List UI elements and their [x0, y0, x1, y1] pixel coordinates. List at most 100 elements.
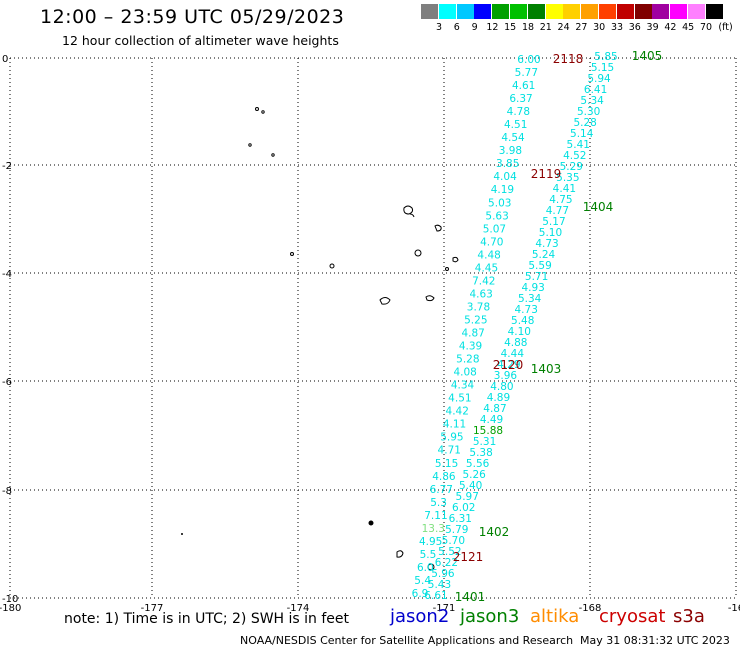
scale-swatch	[634, 4, 652, 19]
island	[329, 263, 335, 269]
units-note: note: 1) Time is in UTC; 2) SWH is in fe…	[64, 611, 350, 627]
mission-label-jason2: jason2	[390, 606, 450, 627]
swh-observation: 5.14	[570, 128, 594, 140]
lon-tick-label: -174	[287, 603, 310, 614]
island	[445, 267, 449, 271]
swh-observation: 5.29	[560, 161, 583, 173]
scale-label: 39	[646, 22, 659, 33]
swh-observation: 4.95	[419, 536, 442, 548]
mission-label-altika: altika	[530, 606, 580, 627]
swh-observation: 5.38	[469, 447, 492, 459]
swh-observation: 5.43	[428, 579, 451, 591]
swh-observation: 4.51	[504, 119, 527, 131]
scale-label: 6	[453, 22, 460, 33]
swh-observation: 4.52	[563, 150, 586, 162]
swh-observation: 5.15	[435, 458, 458, 470]
scale-swatch	[652, 4, 670, 19]
swh-observation: 4.93	[521, 282, 544, 294]
swh-observation: 5.17	[542, 216, 565, 228]
swh-observation: 5.56	[466, 458, 490, 470]
swh-observation: 4.77	[546, 205, 569, 217]
swh-observation: 5.85	[594, 51, 617, 63]
observations-track-b: 5.855.155.946.415.345.305.285.145.414.52…	[424, 51, 617, 602]
lon-tick-label: -16	[728, 603, 740, 614]
swh-observation: 4.73	[515, 304, 538, 316]
swh-observation: 5.94	[587, 73, 611, 85]
swh-observation: 4.71	[438, 445, 461, 457]
swh-observation: 6.37	[509, 93, 532, 105]
swh-observation: 3.78	[467, 301, 490, 313]
swh-observation: 5.07	[483, 223, 506, 235]
lat-tick-label: 0	[2, 54, 8, 65]
swh-observation: 5.4	[414, 575, 431, 587]
swh-observation: 4.70	[480, 236, 503, 248]
scale-swatch	[616, 4, 634, 19]
swh-observation: 5.03	[488, 197, 511, 209]
island	[379, 297, 391, 305]
swh-observation: 4.89	[487, 392, 510, 404]
lon-tick-label: -177	[141, 603, 164, 614]
lat-tick-label: -4	[2, 269, 12, 280]
scale-swatch	[670, 4, 688, 19]
swh-observation: 4.78	[507, 106, 530, 118]
swh-observation: 6.22	[435, 557, 458, 569]
scale-label: 30	[593, 22, 606, 33]
scale-swatch	[581, 4, 599, 19]
island	[255, 107, 259, 111]
swh-observation: 13.3	[422, 523, 445, 535]
scale-label: 18	[521, 22, 535, 33]
scale-label: 42	[664, 22, 677, 33]
map-grid	[9, 57, 737, 599]
scale-label: 3	[435, 22, 443, 33]
mission-label-jason3: jason3	[460, 606, 520, 627]
swh-observation: 5.28	[573, 117, 596, 129]
swh-observation: 5.10	[539, 227, 562, 239]
swh-observation: 6.77	[430, 484, 453, 496]
swh-observation: 4.44	[501, 348, 525, 360]
swh-observation: 6.9	[412, 588, 429, 600]
swh-observation: 5.5	[420, 549, 437, 561]
pass-time-label: 2120	[493, 358, 524, 372]
mission-label-cryosat: cryosat	[599, 606, 666, 627]
scale-swatch	[510, 4, 527, 19]
scale-label: 27	[575, 22, 588, 33]
swh-observation: 4.61	[512, 80, 535, 92]
generated-timestamp: May 31 08:31:32 UTC 2023	[580, 634, 730, 647]
scale-swatch	[688, 4, 705, 19]
swh-observation: 4.11	[443, 419, 466, 431]
scale-label: 33	[610, 22, 624, 33]
island	[368, 520, 374, 526]
mission-label-s3a: s3a	[673, 606, 705, 627]
swh-observation: 5.96	[431, 568, 455, 580]
swh-observation: 5.15	[591, 62, 614, 74]
swh-observation: 4.63	[469, 288, 492, 300]
pass-time-label: 1403	[531, 362, 562, 376]
island	[425, 295, 435, 302]
swh-observation: 5.30	[577, 106, 600, 118]
scale-label: 36	[628, 22, 641, 33]
scale-swatch	[527, 4, 545, 19]
swh-observation: 4.41	[553, 183, 576, 195]
map-axes: -180 -177 -174 -171 -168 -16 0 -2 -4 -6 -8 -10	[0, 54, 740, 614]
pass-time-label: 1402	[479, 525, 510, 539]
swh-observation: 5.28	[456, 354, 479, 366]
scale-label: 70	[699, 22, 713, 33]
swh-observation: 5.79	[445, 524, 468, 536]
swh-observation: 6.31	[449, 513, 472, 525]
island-outlines	[181, 107, 459, 571]
map-subtitle: 12 hour collection of altimeter wave hei…	[62, 33, 339, 48]
swh-observation: 4.29	[497, 359, 520, 371]
pass-time-label: 2118	[553, 52, 584, 66]
swh-observation: 6.02	[452, 502, 475, 514]
swh-observation: 4.42	[446, 406, 469, 418]
scale-label: 12	[486, 22, 499, 33]
swh-observation: 5.31	[473, 436, 496, 448]
swh-observation: 6.41	[584, 84, 607, 96]
swh-observation: 4.86	[432, 471, 456, 483]
swh-observation: 4.49	[480, 414, 503, 426]
island	[181, 533, 183, 535]
swh-observation: 5.71	[525, 271, 548, 283]
pass-time-label: 1401	[455, 590, 486, 604]
swh-observation: 5.59	[528, 260, 551, 272]
